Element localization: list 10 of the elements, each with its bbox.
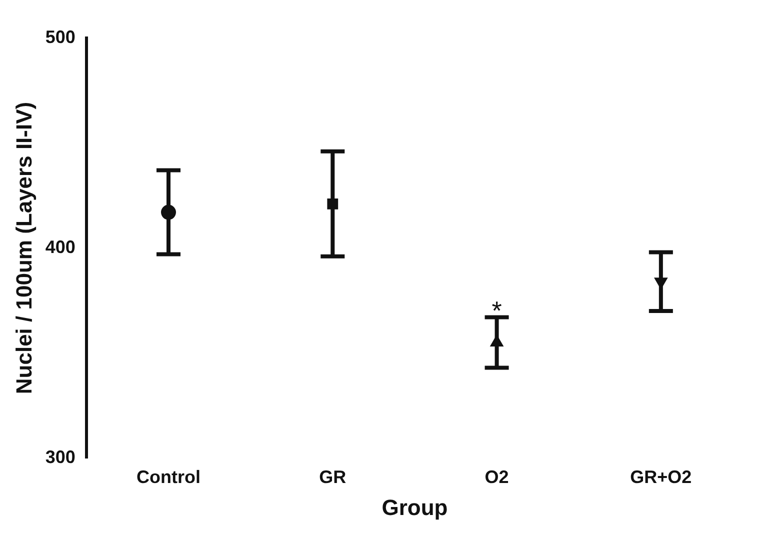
- x-tick-label: GR+O2: [630, 466, 692, 487]
- x-axis-title: Group: [382, 494, 448, 520]
- x-tick-label: GR: [319, 466, 346, 487]
- y-tick-label: 500: [45, 26, 76, 47]
- x-tick-label: Control: [136, 466, 200, 487]
- y-axis-title: Nuclei / 100um (Layers II-IV): [11, 102, 36, 394]
- y-tick-label: 300: [45, 446, 76, 467]
- x-tick-label: O2: [484, 466, 509, 487]
- annotation: *: [492, 295, 502, 326]
- y-tick-label: 400: [45, 236, 76, 257]
